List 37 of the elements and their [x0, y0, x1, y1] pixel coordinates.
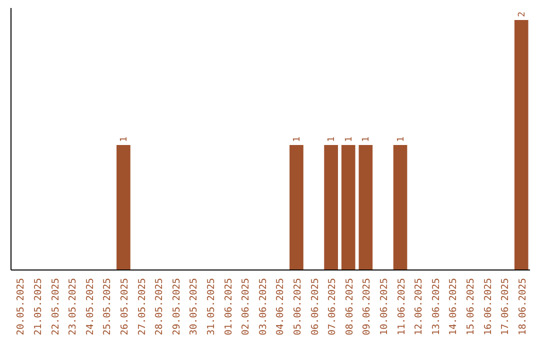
x-tick-label: 29.05.2025 — [171, 278, 182, 336]
x-tick-label: 02.06.2025 — [240, 278, 252, 336]
x-tick-label: 31.05.2025 — [206, 278, 217, 336]
x-tick-label: 06.06.2025 — [310, 278, 321, 336]
data-label: 1 — [396, 136, 406, 142]
x-tick-label: 18.06.2025 — [517, 278, 528, 336]
x-tick-label: 03.06.2025 — [258, 278, 269, 336]
data-label: 1 — [344, 136, 354, 142]
x-tick-label: 12.06.2025 — [414, 278, 425, 336]
x-tick-label: 14.06.2025 — [448, 278, 460, 336]
x-tick-label: 30.05.2025 — [188, 278, 200, 336]
data-label: 1 — [327, 136, 338, 142]
x-tick-label: 11.06.2025 — [396, 278, 408, 336]
x-tick-label: 16.06.2025 — [482, 278, 494, 336]
x-tick-label: 15.06.2025 — [465, 278, 476, 336]
data-label: 1 — [292, 136, 302, 142]
data-label: 2 — [517, 12, 528, 17]
x-tick-label: 28.05.2025 — [154, 278, 166, 336]
data-label: 1 — [119, 136, 130, 142]
x-tick-label: 27.05.2025 — [136, 278, 148, 336]
x-tick-label: 08.06.2025 — [344, 278, 356, 336]
x-tick-label: 07.06.2025 — [327, 278, 338, 336]
x-tick-label: 20.05.2025 — [16, 278, 27, 336]
x-tick-label: 17.06.2025 — [500, 278, 512, 336]
x-tick-label: 10.06.2025 — [378, 278, 390, 336]
x-tick-label: 25.05.2025 — [102, 278, 114, 336]
x-tick-label: 09.06.2025 — [362, 278, 373, 336]
x-tick-label: 04.06.2025 — [275, 278, 286, 336]
x-tick-label: 22.05.2025 — [50, 278, 62, 336]
x-tick-label: 23.05.2025 — [68, 278, 79, 336]
x-tick-label: 26.05.2025 — [119, 278, 130, 336]
x-tick-label: 21.05.2025 — [32, 278, 44, 336]
x-tick-label: 13.06.2025 — [430, 278, 442, 336]
x-tick-label: 05.06.2025 — [292, 278, 304, 336]
x-tick-label: 01.06.2025 — [223, 278, 234, 336]
x-tick-label: 24.05.2025 — [84, 278, 96, 336]
data-label: 1 — [362, 136, 372, 142]
